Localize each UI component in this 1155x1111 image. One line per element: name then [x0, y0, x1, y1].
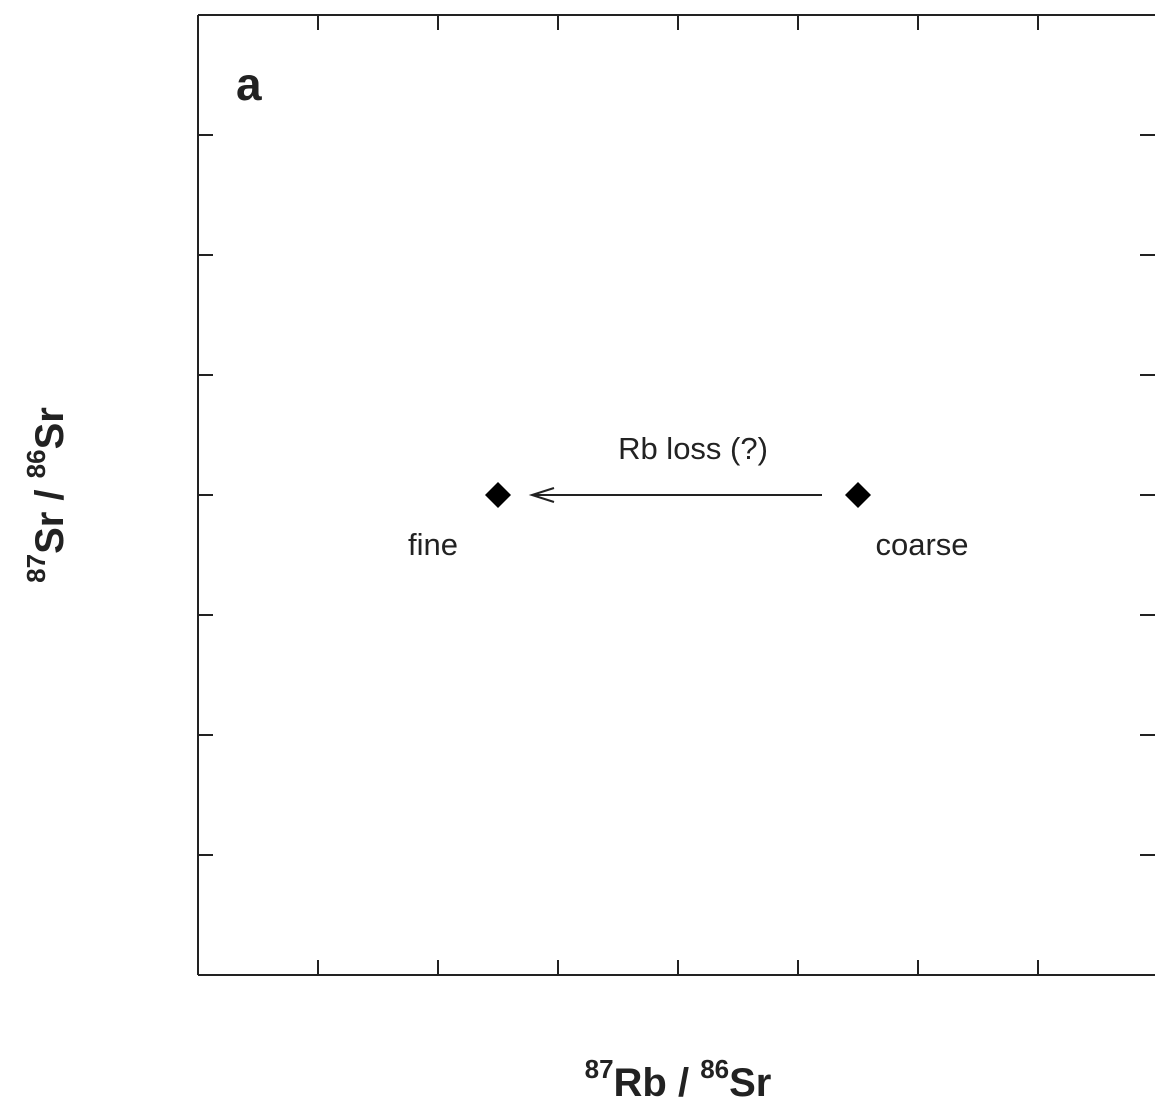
x-label-sup: 86 — [700, 1054, 729, 1084]
point-label: fine — [408, 527, 458, 562]
point-label: coarse — [875, 527, 968, 562]
arrow-head — [528, 487, 555, 503]
point — [845, 482, 871, 508]
x-label-text: Rb / — [614, 1061, 701, 1105]
annotation: Rb loss (?) — [618, 431, 768, 466]
x-axis-label: 87Rb / 86Sr — [585, 1054, 772, 1105]
y-label-sup: 87 — [21, 554, 51, 583]
y-label-text: Sr — [28, 407, 72, 449]
x-label-text: Sr — [729, 1061, 771, 1105]
y-axis-label: 87Sr / 86Sr — [21, 407, 72, 583]
point — [485, 482, 511, 508]
y-label-sup: 86 — [21, 449, 51, 478]
y-label-text: Sr / — [28, 478, 72, 554]
x-label-sup: 87 — [585, 1054, 614, 1084]
panel-label: a — [236, 58, 262, 110]
